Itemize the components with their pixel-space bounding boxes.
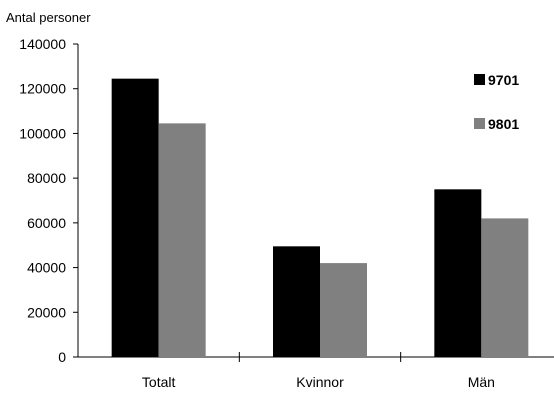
x-axis: Totalt Kvinnor Män xyxy=(78,352,554,390)
bar-9801-0 xyxy=(158,123,206,357)
bars xyxy=(111,78,529,358)
y-tick-label: 60000 xyxy=(27,215,66,231)
y-tick-label: 0 xyxy=(58,349,66,365)
x-tick-label: Män xyxy=(468,374,495,390)
legend-swatch-9701 xyxy=(474,74,485,85)
y-axis-label: Antal personer xyxy=(6,10,91,25)
x-tick-label: Totalt xyxy=(142,374,176,390)
bar-9701-0 xyxy=(111,78,159,358)
x-tick-label: Kvinnor xyxy=(296,374,344,390)
y-tick-label: 140000 xyxy=(19,36,66,52)
bar-9801-2 xyxy=(481,218,529,357)
legend: 9701 9801 xyxy=(474,72,519,132)
y-tick-label: 120000 xyxy=(19,81,66,97)
y-axis: 0 20000 40000 60000 80000 100000 120000 140000 xyxy=(19,36,79,365)
bar-9701-2 xyxy=(434,189,482,357)
legend-swatch-9801 xyxy=(474,118,485,129)
y-tick-label: 20000 xyxy=(27,304,66,320)
legend-label-9701: 9701 xyxy=(488,72,519,88)
bar-9701-1 xyxy=(273,246,320,357)
bar-9801-1 xyxy=(320,263,367,357)
y-tick-label: 100000 xyxy=(19,125,66,141)
y-tick-label: 80000 xyxy=(27,170,66,186)
y-tick-label: 40000 xyxy=(27,260,66,276)
legend-label-9801: 9801 xyxy=(488,116,519,132)
